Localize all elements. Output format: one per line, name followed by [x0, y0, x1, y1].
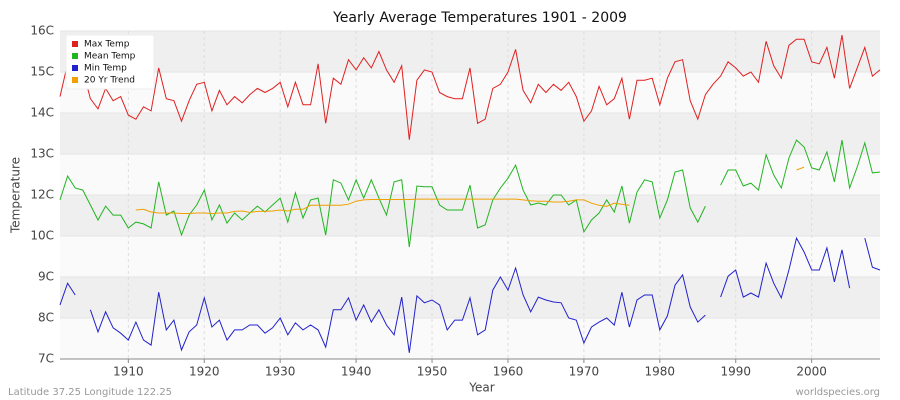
chart-title: Yearly Average Temperatures 1901 - 2009: [332, 10, 627, 26]
legend-box: [65, 34, 155, 90]
grid-band: [60, 113, 880, 154]
series-line: [59, 236, 881, 353]
legend-swatch: [72, 41, 78, 47]
footer-source: worldspecies.org: [796, 387, 880, 398]
footer-location: Latitude 37.25 Longitude 122.25: [8, 387, 172, 398]
series-line: [59, 35, 881, 140]
y-tick-label: 7C: [38, 352, 54, 366]
series-line: [59, 139, 881, 248]
x-tick-label: 1950: [417, 365, 448, 379]
x-tick-label: 1990: [720, 365, 751, 379]
y-axis-title: Temperature: [9, 157, 23, 234]
x-tick-label: 1920: [189, 365, 220, 379]
legend-swatch: [72, 53, 78, 59]
legend-swatch: [72, 77, 78, 83]
legend-label: Min Temp: [84, 64, 127, 74]
x-tick-label: 2000: [796, 365, 827, 379]
y-tick-label: 9C: [38, 270, 54, 284]
x-tick-label: 1930: [265, 365, 296, 379]
series-line: [135, 166, 805, 215]
plot-area: [59, 30, 881, 360]
x-tick-label: 1970: [569, 365, 600, 379]
y-tick-label: 15C: [30, 65, 54, 79]
legend-label: 20 Yr Trend: [84, 76, 135, 86]
legend-swatch: [72, 65, 78, 71]
legend-label: Mean Temp: [84, 52, 136, 62]
y-tick-label: 10C: [30, 229, 54, 243]
y-tick-label: 8C: [38, 311, 54, 325]
x-tick-label: 1960: [493, 365, 524, 379]
y-tick-label: 14C: [30, 106, 54, 120]
x-axis-title: Year: [468, 381, 494, 395]
x-tick-label: 1940: [341, 365, 372, 379]
y-tick-label: 12C: [30, 188, 54, 202]
x-tick-label: 1910: [113, 365, 144, 379]
y-tick-label: 16C: [30, 24, 54, 38]
grid-band: [60, 31, 880, 72]
y-tick-label: 13C: [30, 147, 54, 161]
x-tick-label: 1980: [645, 365, 676, 379]
legend-label: Max Temp: [84, 40, 130, 50]
grid-band: [60, 195, 880, 236]
